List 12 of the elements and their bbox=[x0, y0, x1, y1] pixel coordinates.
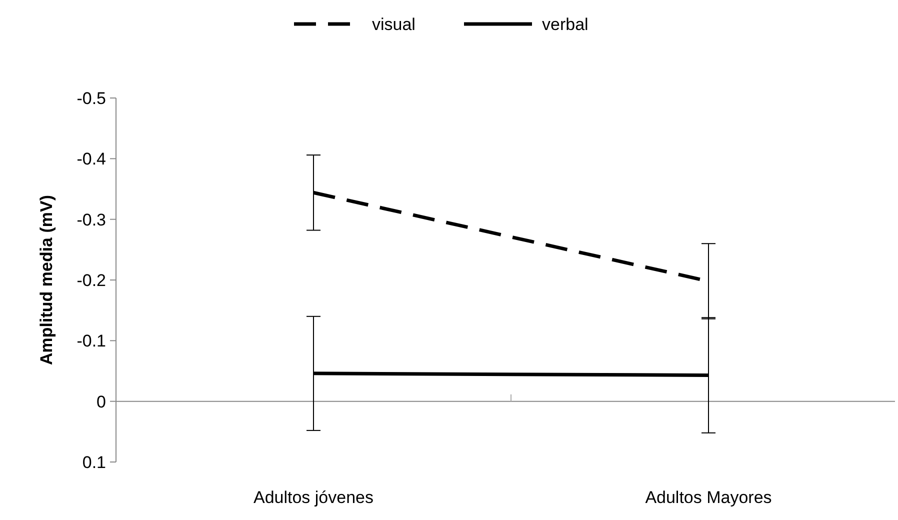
legend-label: visual bbox=[372, 14, 416, 34]
y-tick-label: -0.2 bbox=[76, 270, 106, 290]
x-tick-label: Adultos jóvenes bbox=[253, 488, 374, 507]
x-tick-label: Adultos Mayores bbox=[645, 488, 772, 507]
legend-label: verbal bbox=[542, 14, 588, 34]
y-tick-label: -0.4 bbox=[76, 150, 106, 169]
y-tick-label: 0.1 bbox=[82, 452, 106, 472]
y-tick-label: -0.1 bbox=[76, 332, 106, 351]
y-tick-label: -0.5 bbox=[76, 88, 106, 108]
y-tick-label: -0.3 bbox=[76, 210, 106, 230]
y-axis-title: Amplitud media (mV) bbox=[37, 194, 56, 366]
y-tick-label: 0 bbox=[96, 392, 106, 412]
